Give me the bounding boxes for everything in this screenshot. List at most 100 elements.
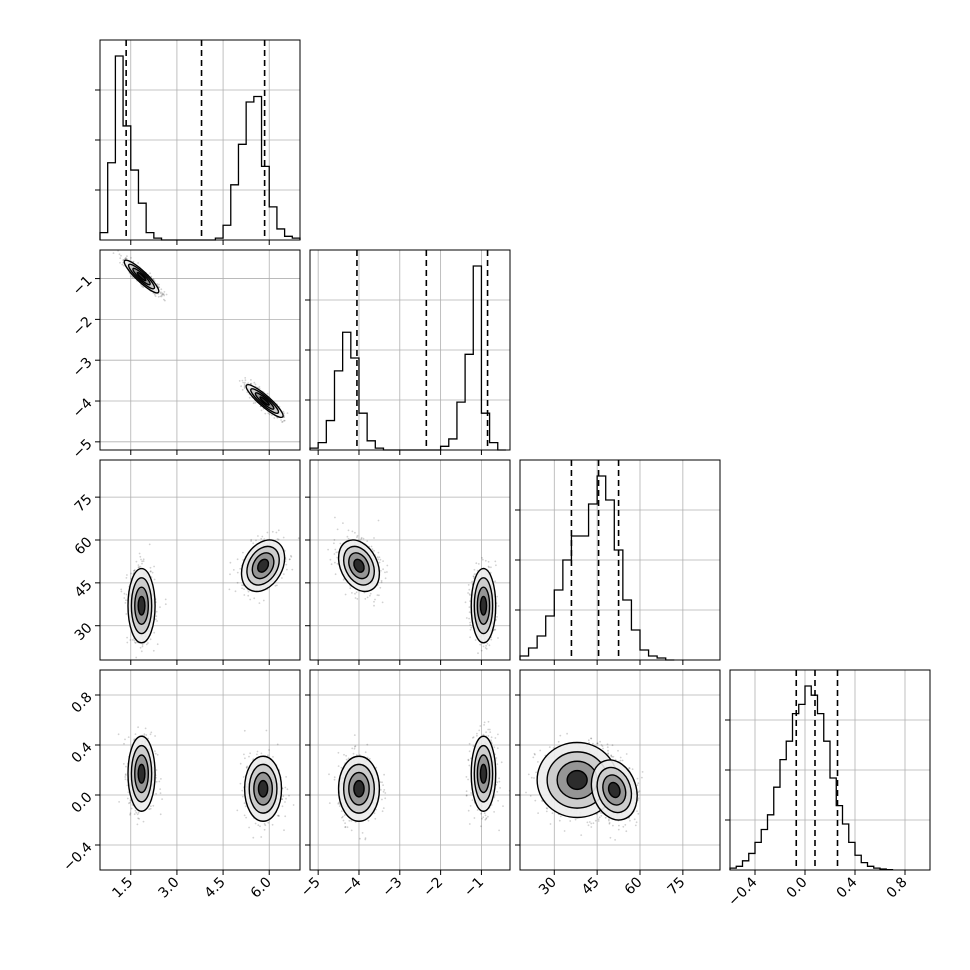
scatter-point xyxy=(383,789,386,791)
scatter-point xyxy=(367,819,370,822)
scatter-point xyxy=(273,417,276,419)
scatter-point xyxy=(355,591,358,594)
scatter-point xyxy=(153,631,156,634)
scatter-point xyxy=(137,262,140,264)
scatter-point xyxy=(143,733,146,735)
scatter-point xyxy=(493,628,496,631)
scatter-point xyxy=(126,574,128,576)
scatter-point xyxy=(243,814,246,817)
scatter-point xyxy=(249,598,252,601)
scatter-point xyxy=(239,762,242,765)
scatter-point xyxy=(336,556,339,559)
scatter-point xyxy=(353,734,356,736)
scatter-point xyxy=(145,643,148,646)
scatter-point xyxy=(290,555,293,558)
scatter-point xyxy=(381,601,384,604)
scatter-point xyxy=(379,558,382,561)
scatter-point xyxy=(336,528,339,531)
scatter-point xyxy=(282,573,285,575)
scatter-point xyxy=(267,821,270,824)
scatter-point xyxy=(351,592,353,594)
scatter-point xyxy=(126,641,129,644)
contour-line xyxy=(137,763,146,784)
scatter-point xyxy=(386,571,388,573)
scatter-point xyxy=(347,537,350,540)
scatter-point xyxy=(336,562,339,565)
contour-line xyxy=(476,586,491,625)
scatter-point xyxy=(469,628,472,631)
scatter-point xyxy=(345,754,347,757)
scatter-point xyxy=(246,391,249,394)
scatter-point xyxy=(252,836,255,839)
scatter-point xyxy=(465,794,468,796)
scatter-point xyxy=(253,381,256,384)
scatter-point xyxy=(150,275,153,278)
scatter-point xyxy=(373,537,375,539)
scatter-point xyxy=(464,601,467,604)
scatter-point xyxy=(342,819,345,822)
scatter-point xyxy=(379,781,382,783)
scatter-point xyxy=(268,749,270,751)
scatter-point xyxy=(475,562,478,565)
contour-line xyxy=(123,259,160,294)
scatter-point xyxy=(117,733,120,736)
scatter-point xyxy=(137,726,140,729)
scatter-point xyxy=(282,410,285,413)
scatter-point xyxy=(384,797,387,800)
scatter-point xyxy=(288,794,290,797)
scatter-point xyxy=(141,562,143,565)
scatter-point xyxy=(354,745,356,748)
scatter-point xyxy=(124,776,127,778)
scatter-point xyxy=(257,535,259,537)
scatter-point xyxy=(155,792,158,795)
scatter-point xyxy=(281,798,284,801)
scatter-point xyxy=(468,617,470,620)
scatter-point xyxy=(284,801,286,803)
scatter-point xyxy=(156,283,159,285)
scatter-point xyxy=(468,611,471,614)
contour-line xyxy=(130,744,153,803)
scatter-point xyxy=(261,535,264,538)
scatter-point xyxy=(346,826,349,829)
scatter-point xyxy=(364,838,367,841)
scatter-point xyxy=(149,566,152,569)
scatter-point xyxy=(156,620,159,622)
scatter-point xyxy=(245,766,248,769)
density-content xyxy=(327,516,500,655)
scatter-point xyxy=(137,811,140,814)
scatter-point xyxy=(132,260,135,263)
scatter-point xyxy=(253,597,256,600)
contour-line xyxy=(257,779,269,798)
contour-line xyxy=(342,545,375,586)
scatter-point xyxy=(244,805,247,808)
contour-line xyxy=(259,396,270,406)
scatter-point xyxy=(243,387,246,389)
histogram-bars xyxy=(99,55,301,241)
scatter-point xyxy=(496,616,498,618)
scatter-point xyxy=(469,624,472,626)
scatter-point xyxy=(271,823,274,826)
scatter-point xyxy=(159,292,162,295)
density-fill xyxy=(138,764,145,784)
scatter-point xyxy=(126,797,129,800)
scatter-point xyxy=(127,736,130,738)
scatter-point xyxy=(281,420,284,423)
scatter-point xyxy=(283,419,286,422)
scatter-point xyxy=(382,790,385,793)
scatter-point xyxy=(250,538,253,541)
scatter-point xyxy=(342,578,345,581)
scatter-point xyxy=(481,557,483,559)
density-content xyxy=(328,720,510,841)
scatter-point xyxy=(124,738,126,741)
scatter-point xyxy=(244,377,247,379)
scatter-point xyxy=(488,566,490,569)
contour-line xyxy=(132,267,151,286)
scatter-point xyxy=(118,801,120,803)
scatter-point xyxy=(368,757,371,760)
contour-line xyxy=(254,392,275,410)
density-fill xyxy=(138,596,145,616)
scatter-point xyxy=(497,605,500,607)
scatter-point xyxy=(494,628,497,631)
scatter-point xyxy=(374,598,376,601)
scatter-point xyxy=(297,537,300,540)
